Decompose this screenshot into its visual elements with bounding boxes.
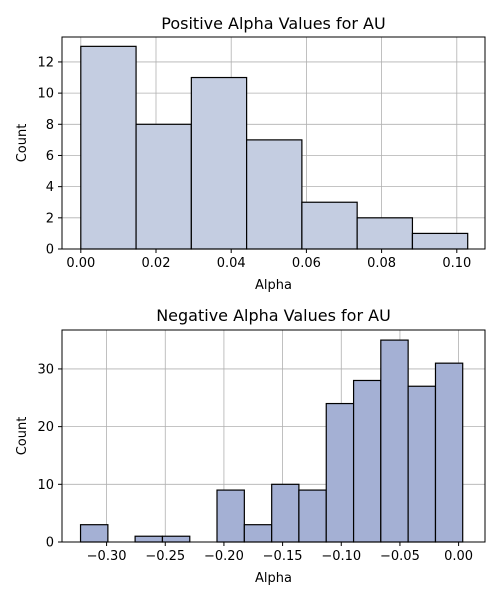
y-tick-label: 0 — [46, 536, 54, 551]
histogram-bar — [352, 379, 382, 543]
x-tick-label: −0.20 — [204, 549, 244, 564]
y-tick-label: 10 — [37, 478, 54, 493]
x-axis-label: Alpha — [255, 571, 292, 586]
x-tick-label: 0.00 — [66, 256, 95, 271]
negative-alpha-histogram: Negative Alpha Values for AU Alpha Count… — [15, 306, 486, 586]
histogram-bar — [301, 201, 358, 250]
histogram-bar — [134, 535, 164, 543]
histogram-bar — [135, 123, 192, 250]
chart-title: Negative Alpha Values for AU — [156, 306, 391, 325]
x-tick-label: −0.10 — [321, 549, 361, 564]
y-tick-label: 10 — [37, 87, 54, 102]
chart-title: Positive Alpha Values for AU — [161, 14, 385, 33]
x-tick-label: 0.02 — [142, 256, 171, 271]
x-tick-label: −0.30 — [87, 549, 127, 564]
x-tick-label: −0.05 — [380, 549, 420, 564]
y-tick-label: 2 — [46, 211, 54, 226]
histogram-bar — [434, 362, 464, 543]
histogram-bar — [411, 232, 469, 250]
x-tick-label: 0.06 — [292, 256, 321, 271]
histogram-bar — [80, 45, 137, 250]
y-tick-label: 20 — [37, 420, 54, 435]
x-tick-label: 0.08 — [367, 256, 396, 271]
plot-frame — [61, 36, 486, 250]
y-tick-label: 4 — [46, 180, 54, 195]
y-tick-label: 0 — [46, 243, 54, 258]
histogram-bar — [190, 76, 248, 250]
histogram-bar — [161, 535, 191, 543]
plot-frame — [61, 329, 486, 543]
histogram-bar — [79, 524, 109, 543]
x-tick-label: −0.25 — [145, 549, 185, 564]
y-tick-label: 12 — [37, 55, 54, 70]
histogram-bar — [298, 489, 327, 543]
histogram-bar — [271, 483, 300, 543]
x-tick-label: −0.15 — [263, 549, 303, 564]
y-axis-label: Count — [15, 417, 30, 456]
x-axis-label: Alpha — [255, 278, 292, 293]
y-tick-label: 30 — [37, 362, 54, 377]
y-tick-label: 6 — [46, 149, 54, 164]
histogram-bar — [380, 339, 409, 543]
y-axis-label: Count — [15, 124, 30, 163]
histogram-bar — [407, 385, 437, 543]
histogram-bar — [356, 217, 414, 250]
y-tick-label: 8 — [46, 118, 54, 133]
histogram-bar — [325, 402, 355, 543]
x-tick-label: 0.04 — [217, 256, 246, 271]
histogram-bar — [243, 524, 273, 543]
histogram-bar — [246, 139, 303, 250]
positive-alpha-histogram: Positive Alpha Values for AU Alpha Count… — [15, 14, 486, 293]
histogram-bar — [216, 489, 245, 543]
x-tick-label: 0.10 — [442, 256, 471, 271]
x-tick-label: 0.00 — [444, 549, 473, 564]
